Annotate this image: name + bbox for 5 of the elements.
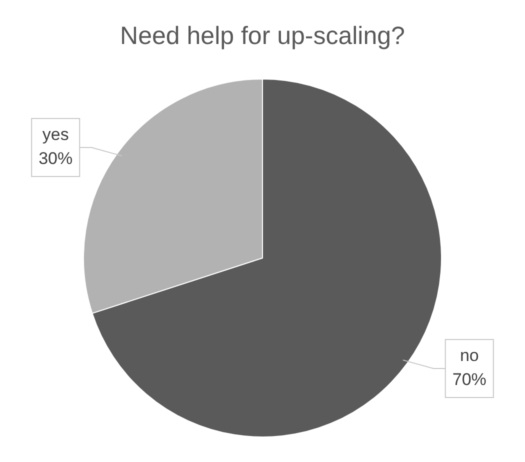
chart-title: Need help for up-scaling?: [120, 22, 405, 50]
data-label: 70%: [452, 370, 486, 390]
slice-label: no: [460, 346, 479, 366]
slice-label: yes: [42, 125, 69, 144]
data-label: 30%: [38, 149, 73, 168]
